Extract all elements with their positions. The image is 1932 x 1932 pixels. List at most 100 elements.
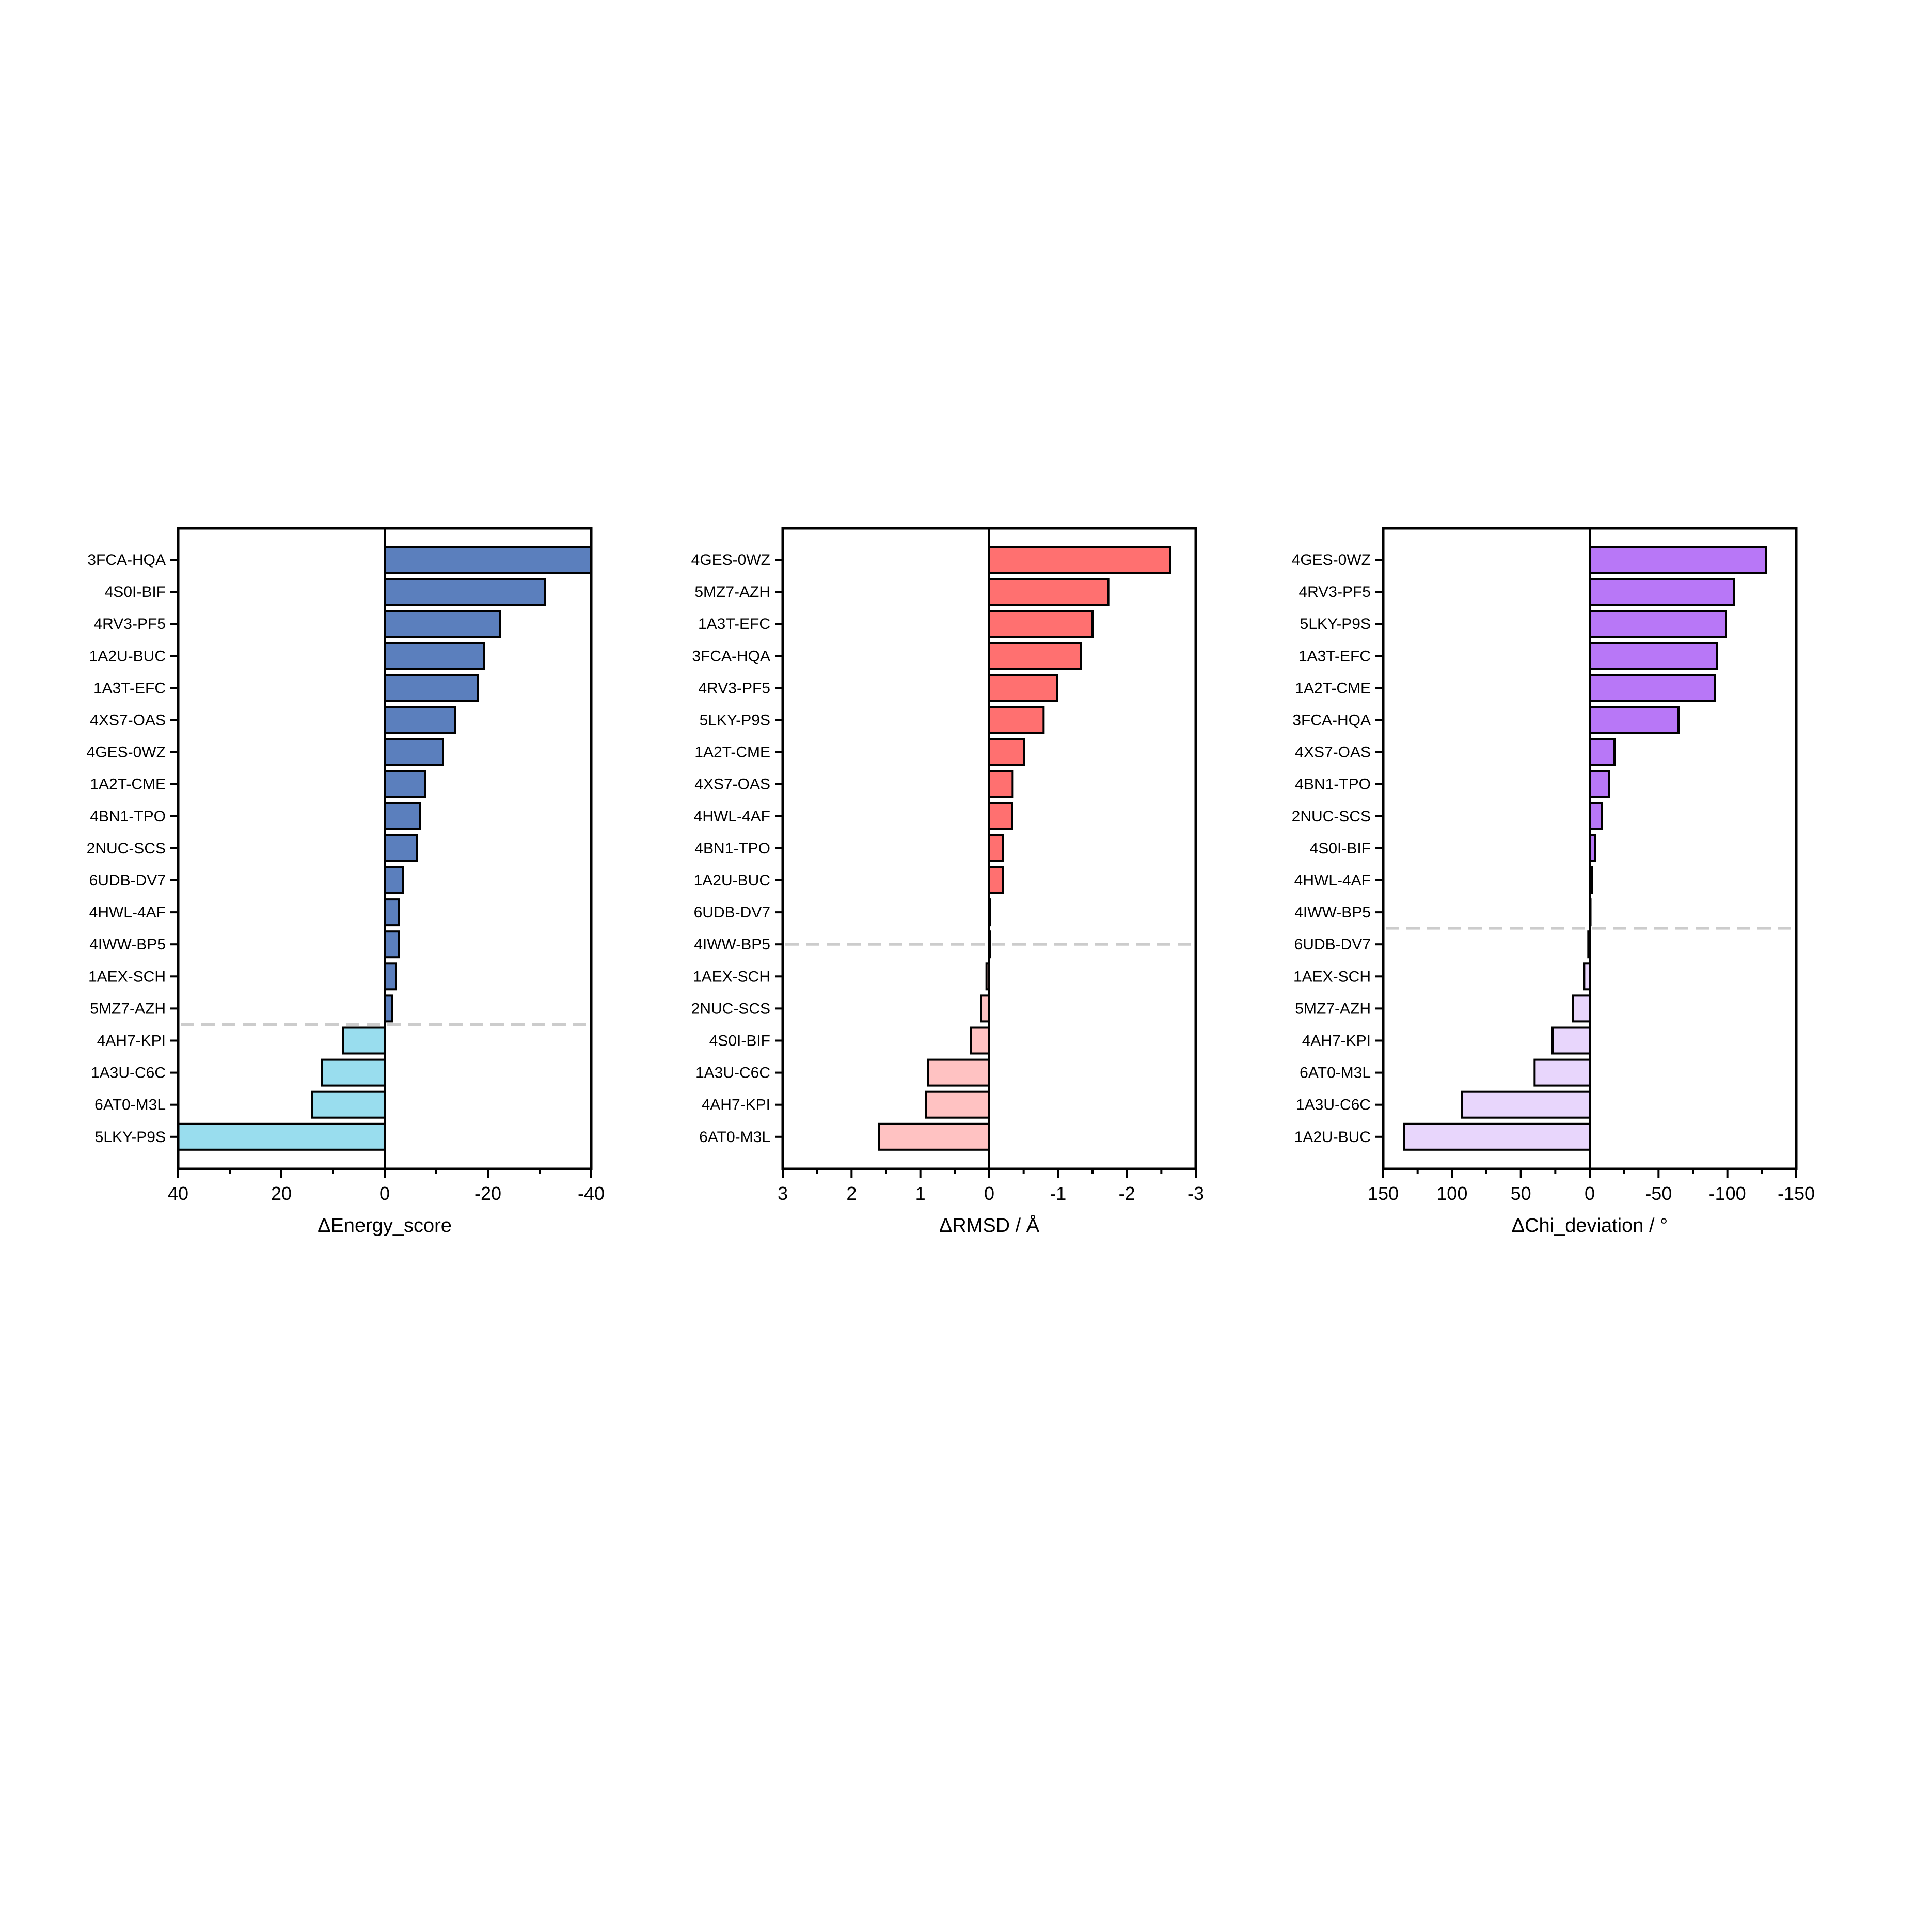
category-label: 5MZ7-AZH — [1295, 1000, 1371, 1017]
category-label: 5LKY-P9S — [95, 1129, 166, 1146]
category-label: 1A3T-EFC — [1298, 647, 1371, 664]
x-tick-label: 20 — [271, 1183, 292, 1204]
bar-3FCA-HQA — [988, 642, 1082, 670]
bar-4RV3-PF5 — [1589, 578, 1735, 606]
bar-1A2T-CME — [988, 738, 1025, 766]
category-label: 5MZ7-AZH — [694, 583, 770, 600]
x-tick-label: 0 — [1585, 1183, 1595, 1204]
category-label: 6AT0-M3L — [1300, 1065, 1371, 1082]
bar-4AH7-KPI — [1551, 1026, 1591, 1055]
bar-4GES-0WZ — [384, 738, 444, 766]
category-label: 6UDB-DV7 — [694, 904, 770, 921]
bar-4S0I-BIF — [970, 1026, 990, 1055]
category-label: 4XS7-OAS — [1295, 744, 1371, 761]
bar-1A3U-C6C — [321, 1058, 386, 1087]
bar-5LKY-P9S — [988, 706, 1045, 734]
bar-4BN1-TPO — [384, 802, 421, 830]
bar-4AH7-KPI — [925, 1090, 991, 1119]
bar-4GES-0WZ — [1589, 546, 1767, 574]
category-label: 3FCA-HQA — [1292, 712, 1371, 729]
category-label: 1AEX-SCH — [88, 968, 166, 985]
x-tick-label: -20 — [474, 1183, 501, 1204]
category-label: 4XS7-OAS — [694, 776, 770, 793]
bar-4IWW-BP5 — [384, 930, 400, 959]
x-tick-label: -2 — [1119, 1183, 1135, 1204]
category-label: 4HWL-4AF — [1294, 872, 1371, 889]
x-tick-label: 3 — [778, 1183, 788, 1204]
bar-5MZ7-AZH — [988, 578, 1110, 606]
category-label: 3FCA-HQA — [87, 551, 166, 568]
category-label: 1A3U-C6C — [91, 1065, 166, 1082]
x-tick-label: 100 — [1436, 1183, 1467, 1204]
bar-5MZ7-AZH — [1572, 994, 1591, 1023]
x-tick-label: 0 — [984, 1183, 994, 1204]
bar-5LKY-P9S — [1589, 610, 1727, 638]
category-label: 4S0I-BIF — [709, 1033, 770, 1050]
category-label: 4RV3-PF5 — [93, 615, 166, 632]
bar-1A3U-C6C — [1461, 1090, 1591, 1119]
rmsd-chart: 4GES-0WZ 5MZ7-AZH 1A3T-EFC 3FCA-HQA 4RV3-PF5… — [691, 527, 1204, 1237]
bar-1A3T-EFC — [1589, 642, 1718, 670]
bar-4XS7-OAS — [1589, 738, 1616, 766]
bar-6AT0-M3L — [878, 1122, 990, 1151]
x-tick-label: 1 — [915, 1183, 926, 1204]
category-label: 6UDB-DV7 — [1294, 936, 1371, 953]
bar-4HWL-4AF — [384, 898, 400, 927]
category-label: 1AEX-SCH — [693, 968, 770, 985]
x-axis-label: ΔRMSD / Å — [939, 1214, 1040, 1237]
category-label: 4AH7-KPI — [97, 1033, 166, 1050]
category-label: 1A2T-CME — [1295, 679, 1371, 696]
x-tick-label: 40 — [168, 1183, 188, 1204]
category-label: 1A3U-C6C — [1296, 1097, 1371, 1114]
x-tick-label: -3 — [1187, 1183, 1204, 1204]
x-tick-label: 150 — [1368, 1183, 1399, 1204]
category-label: 1A2U-BUC — [89, 647, 166, 664]
category-label: 4RV3-PF5 — [1298, 583, 1371, 600]
category-label: 1AEX-SCH — [1293, 968, 1371, 985]
bar-3FCA-HQA — [1589, 706, 1680, 734]
category-label: 1A3U-C6C — [695, 1065, 770, 1082]
category-label: 3FCA-HQA — [692, 647, 770, 664]
category-label: 4GES-0WZ — [691, 551, 770, 568]
bar-4XS7-OAS — [384, 706, 456, 734]
bar-5MZ7-AZH — [384, 994, 393, 1023]
x-tick-label: -1 — [1050, 1183, 1066, 1204]
x-tick-label: -150 — [1778, 1183, 1815, 1204]
category-label: 2NUC-SCS — [87, 840, 166, 857]
category-label: 4GES-0WZ — [1292, 551, 1371, 568]
bar-4BN1-TPO — [988, 834, 1004, 862]
bar-6AT0-M3L — [311, 1090, 386, 1119]
bar-1A2T-CME — [384, 770, 426, 798]
bar-1AEX-SCH — [384, 962, 397, 991]
x-tick-label: -40 — [578, 1183, 605, 1204]
category-label: 1A2U-BUC — [1294, 1129, 1371, 1146]
bar-1A3U-C6C — [927, 1058, 991, 1087]
bar-4BN1-TPO — [1589, 770, 1610, 798]
bar-4XS7-OAS — [988, 770, 1014, 798]
category-label: 2NUC-SCS — [691, 1000, 770, 1017]
category-label: 1A3T-EFC — [93, 679, 166, 696]
category-label: 5MZ7-AZH — [90, 1000, 166, 1017]
bar-4RV3-PF5 — [384, 610, 501, 638]
category-label: 6AT0-M3L — [94, 1097, 166, 1114]
bar-2NUC-SCS — [980, 994, 990, 1023]
bar-4HWL-4AF — [988, 802, 1013, 830]
category-label: 4BN1-TPO — [90, 808, 166, 825]
category-label: 4GES-0WZ — [87, 744, 166, 761]
category-label: 1A2T-CME — [694, 744, 770, 761]
x-axis-label: ΔChi_deviation / ° — [1512, 1215, 1668, 1237]
bar-4RV3-PF5 — [988, 674, 1058, 702]
energy-chart: 3FCA-HQA 4S0I-BIF 4RV3-PF5 1A2U-BUC 1A3T-EFC… — [87, 527, 605, 1237]
x-tick-label: -100 — [1709, 1183, 1746, 1204]
category-label: 5LKY-P9S — [700, 712, 770, 729]
category-label: 6UDB-DV7 — [89, 872, 166, 889]
category-label: 4IWW-BP5 — [694, 936, 770, 953]
category-label: 4AH7-KPI — [1302, 1033, 1371, 1050]
category-label: 4IWW-BP5 — [1294, 904, 1371, 921]
category-label: 4AH7-KPI — [702, 1097, 770, 1114]
bar-1A3T-EFC — [384, 674, 479, 702]
category-label: 4IWW-BP5 — [89, 936, 166, 953]
bar-5LKY-P9S — [177, 1122, 386, 1151]
bar-1A2U-BUC — [988, 866, 1004, 894]
bar-1A2T-CME — [1589, 674, 1716, 702]
